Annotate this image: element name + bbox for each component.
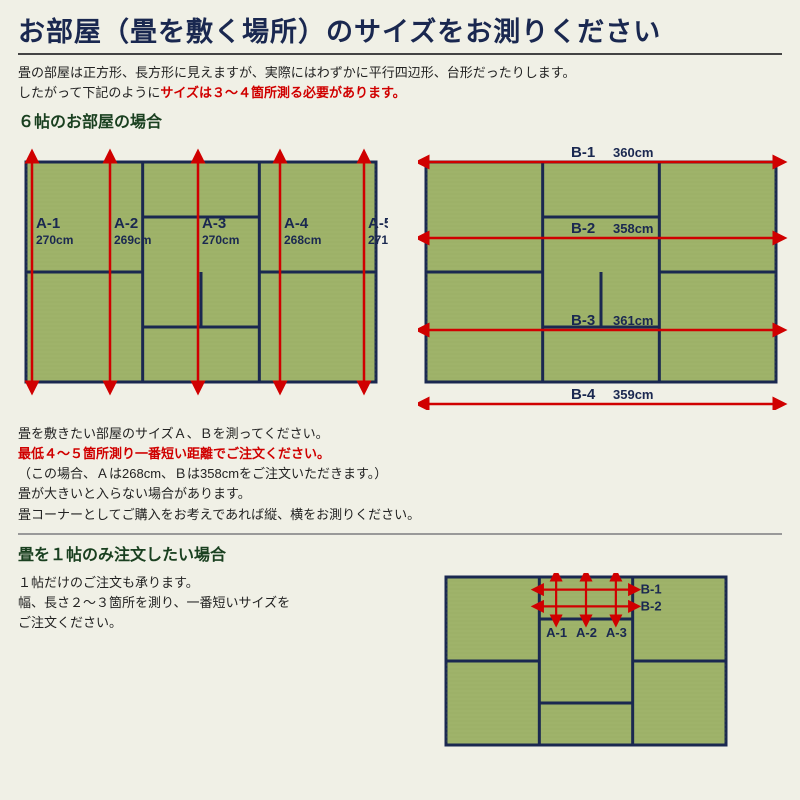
intro-text: 畳の部屋は正方形、長方形に見えますが、実際にはわずかに平行四辺形、台形だったりし… bbox=[18, 63, 782, 102]
section2-text: １帖だけのご注文も承ります。 幅、長さ２～３箇所を測り、一番短いサイズを ご注文… bbox=[18, 573, 430, 633]
diagram-c-wrap: A-1 A-2 A-3 B-1 B-2 bbox=[442, 573, 782, 748]
intro-line2-emphasis: サイズは３～４箇所測る必要があります。 bbox=[160, 85, 405, 100]
svg-text:361cm: 361cm bbox=[613, 313, 653, 328]
svg-text:270cm: 270cm bbox=[36, 233, 73, 247]
svg-text:359cm: 359cm bbox=[613, 387, 653, 402]
intro-line2-prefix: したがって下記のように bbox=[18, 85, 160, 100]
svg-text:B-3: B-3 bbox=[571, 312, 595, 329]
sec2-line3: ご注文ください。 bbox=[18, 613, 430, 633]
diagram-c: A-1 A-2 A-3 B-1 B-2 bbox=[442, 573, 782, 748]
svg-text:A-2: A-2 bbox=[114, 215, 138, 232]
svg-text:358cm: 358cm bbox=[613, 221, 653, 236]
svg-text:B-2: B-2 bbox=[641, 598, 662, 613]
svg-text:A-3: A-3 bbox=[202, 215, 226, 232]
note-5: 畳コーナーとしてご購入をお考えであれば縦、横をお測りください。 bbox=[18, 505, 782, 525]
sec2-line2: 幅、長さ２～３箇所を測り、一番短いサイズを bbox=[18, 593, 430, 613]
note-1: 畳を敷きたい部屋のサイズＡ、Ｂを測ってください。 bbox=[18, 424, 782, 444]
note-4: 畳が大きいと入らない場合があります。 bbox=[18, 484, 782, 504]
notes-block: 畳を敷きたい部屋のサイズＡ、Ｂを測ってください。 最低４～５箇所測り一番短い距離… bbox=[18, 424, 782, 525]
svg-text:270cm: 270cm bbox=[202, 233, 239, 247]
page-title: お部屋（畳を敷く場所）のサイズをお測りください bbox=[18, 10, 782, 55]
svg-text:B-1: B-1 bbox=[571, 144, 595, 161]
svg-text:B-1: B-1 bbox=[641, 581, 662, 596]
sec2-line1: １帖だけのご注文も承ります。 bbox=[18, 573, 430, 593]
svg-text:268cm: 268cm bbox=[284, 233, 321, 247]
svg-text:B-2: B-2 bbox=[571, 220, 595, 237]
section1-heading: ６帖のお部屋の場合 bbox=[18, 108, 782, 132]
note-3: （この場合、Ａは268cm、Ｂは358cmをご注文いただきます。） bbox=[18, 464, 782, 484]
diagram-a: A-1270cmA-2269cmA-3270cmA-4268cmA-5271cm bbox=[18, 140, 388, 410]
diagram-b-wrap: B-1 360cm B-2 358cm B-3 361cm B-4 359cm bbox=[418, 140, 788, 410]
svg-text:271cm: 271cm bbox=[368, 233, 388, 247]
divider bbox=[18, 533, 782, 535]
section2-heading: 畳を１帖のみ注文したい場合 bbox=[18, 541, 782, 565]
diagram-b: B-1 360cm B-2 358cm B-3 361cm B-4 359cm bbox=[418, 140, 788, 410]
svg-text:A-4: A-4 bbox=[284, 215, 309, 232]
diagram-row: A-1270cmA-2269cmA-3270cmA-4268cmA-5271cm… bbox=[18, 140, 782, 410]
diagram-a-wrap: A-1270cmA-2269cmA-3270cmA-4268cmA-5271cm bbox=[18, 140, 388, 410]
svg-text:A-5: A-5 bbox=[368, 215, 388, 232]
svg-text:360cm: 360cm bbox=[613, 145, 653, 160]
bottom-row: １帖だけのご注文も承ります。 幅、長さ２～３箇所を測り、一番短いサイズを ご注文… bbox=[18, 573, 782, 748]
svg-text:B-4: B-4 bbox=[571, 386, 596, 403]
svg-text:269cm: 269cm bbox=[114, 233, 151, 247]
note-2-emphasis: 最低４～５箇所測り一番短い距離でご注文ください。 bbox=[18, 444, 782, 464]
svg-text:A-1: A-1 bbox=[546, 625, 567, 640]
intro-line1: 畳の部屋は正方形、長方形に見えますが、実際にはわずかに平行四辺形、台形だったりし… bbox=[18, 65, 575, 80]
svg-text:A-3: A-3 bbox=[606, 625, 627, 640]
svg-text:A-1: A-1 bbox=[36, 215, 60, 232]
svg-text:A-2: A-2 bbox=[576, 625, 597, 640]
